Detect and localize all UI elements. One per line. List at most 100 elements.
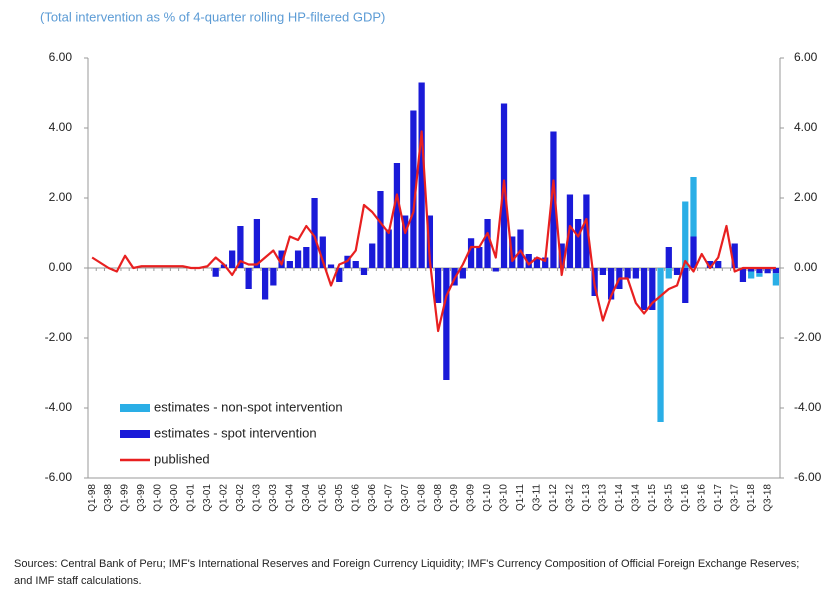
bar [467,238,475,268]
x-tick-label: Q1-10 [482,484,493,512]
y-tick-label: 2.00 [49,190,73,204]
x-tick-label: Q1-12 [548,484,559,512]
bar [575,219,582,268]
x-tick-label: Q1-13 [581,484,592,512]
x-tick-label: Q3-11 [532,484,543,511]
x-tick-label: Q1-07 [383,484,394,512]
x-tick-label: Q1-09 [449,484,460,512]
bar [665,268,672,279]
y-tick-label: 6.00 [49,50,73,64]
legend-label: published [154,451,210,466]
bar [682,268,689,303]
bar [261,268,269,300]
bar [665,247,672,268]
bar [558,243,565,268]
y-tick-label: -4.00 [45,400,73,414]
bar [237,226,244,268]
x-tick-label: Q1-08 [416,484,427,512]
x-tick-label: Q3-02 [235,484,246,512]
bar [360,268,368,275]
x-tick-label: Q1-04 [284,484,295,512]
chart: (Total intervention as % of 4-quarter ro… [40,9,822,512]
x-tick-label: Q1-15 [647,484,658,512]
bar [542,257,549,268]
y2-tick-label: 4.00 [794,120,818,134]
bar [706,261,714,268]
bar [657,268,664,422]
bar [690,177,697,237]
x-tick-label: Q3-03 [268,484,279,512]
bar [764,268,771,274]
bar [253,219,261,268]
bar [294,250,302,268]
y-tick-label: -6.00 [45,470,73,484]
bar [327,264,335,268]
bar [599,268,607,275]
x-tick-label: Q3-07 [400,484,411,512]
y2-tick-label: 0.00 [794,260,818,274]
bar [583,194,590,268]
y-tick-label: -2.00 [45,330,73,344]
bar [369,243,376,268]
bar [772,268,780,274]
x-tick-label: Q1-17 [713,484,724,512]
bar [229,250,236,268]
legend-swatch [120,430,150,438]
x-tick-label: Q1-05 [317,484,328,512]
x-tick-label: Q3-08 [433,484,444,512]
bar [476,247,483,268]
y2-tick-label: 6.00 [794,50,818,64]
x-tick-label: Q3-12 [565,484,576,512]
x-tick-label: Q1-99 [120,484,131,512]
x-tick-label: Q3-16 [696,484,707,512]
y2-tick-label: -4.00 [794,400,822,414]
legend-swatch [120,404,150,412]
bar [410,110,417,268]
x-tick-label: Q1-11 [515,484,526,511]
bar [748,271,755,279]
bar [426,215,434,268]
bar [525,254,532,268]
x-tick-label: Q3-15 [663,484,674,512]
x-tick-label: Q1-18 [746,484,757,512]
bar [624,268,631,279]
bar [731,243,738,268]
y-tick-label: 4.00 [49,120,73,134]
bar [682,201,689,268]
bar [484,219,491,268]
bar [311,198,318,268]
x-tick-label: Q3-01 [202,484,213,512]
bar [459,268,466,279]
bar [673,268,681,275]
bar [270,268,277,286]
x-tick-label: Q3-04 [301,484,312,512]
x-tick-label: Q1-14 [614,484,625,512]
bar [434,268,442,303]
bar [393,163,401,268]
bar [640,268,648,310]
bar [607,268,615,300]
x-tick-label: Q3-18 [762,484,773,512]
bar [649,268,656,310]
x-tick-label: Q3-14 [630,484,641,512]
legend-label: estimates - spot intervention [154,425,317,440]
bar [492,268,499,272]
bar [690,236,697,268]
source-note: Sources: Central Bank of Peru; IMF's Int… [14,558,800,587]
bar [517,229,524,268]
x-tick-label: Q3-98 [103,484,114,512]
y2-tick-label: 2.00 [794,190,818,204]
x-tick-label: Q3-09 [466,484,477,512]
legend-label: estimates - non-spot intervention [154,399,343,414]
bar [245,268,252,289]
x-tick-label: Q1-01 [186,484,197,512]
bar [336,268,343,282]
bar [278,250,285,268]
x-tick-label: Q1-16 [680,484,691,512]
bar [385,229,392,268]
bar [286,261,293,268]
bar [352,261,359,268]
x-tick-label: Q3-17 [729,484,740,512]
bar [550,131,557,268]
